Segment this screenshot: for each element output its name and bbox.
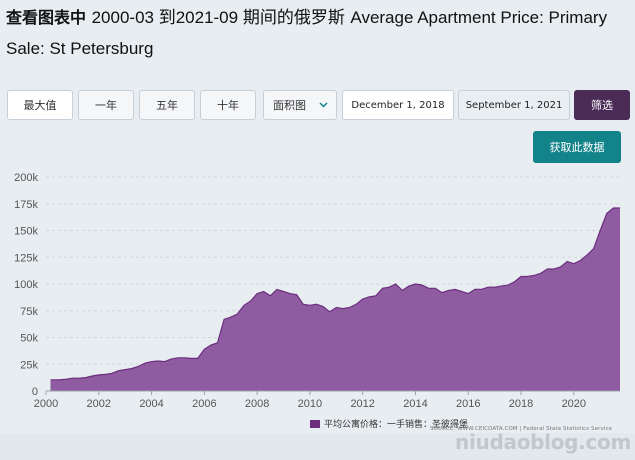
area-fill (50, 208, 620, 391)
x-tick-label: 2006 (192, 398, 216, 410)
series-line (50, 207, 620, 381)
y-tick-label: 25k (20, 359, 38, 371)
x-tick-label: 2012 (350, 398, 374, 410)
x-tick-label: 2008 (245, 398, 269, 410)
x-tick-label: 2010 (298, 398, 322, 410)
chart-type-select[interactable]: 面积图 (263, 90, 337, 120)
range-1y-button[interactable]: 一年 (78, 90, 134, 120)
range-max-button[interactable]: 最大值 (7, 90, 73, 120)
y-tick-label: 150k (14, 226, 38, 238)
get-data-button[interactable]: 获取此数据 (533, 131, 621, 163)
area-chart: 0 25k 50k 75k 100k 125k 150k 175k 200k 2000 2002 20… (14, 172, 620, 410)
y-tick-label: 175k (14, 199, 38, 211)
range-10y-button[interactable]: 十年 (200, 90, 256, 120)
range-5y-button[interactable]: 五年 (139, 90, 195, 120)
watermark: niudaoblog.com (455, 430, 631, 454)
legend-label: 平均公寓价格：一手销售：圣彼得堡 (324, 420, 469, 430)
x-tick-label: 2000 (34, 398, 58, 410)
y-tick-label: 50k (20, 333, 38, 345)
end-date-input[interactable]: September 1, 2021 (458, 90, 570, 120)
filter-button[interactable]: 筛选 (574, 90, 630, 120)
y-tick-label: 75k (20, 306, 38, 318)
chart-area: 0 25k 50k 75k 100k 125k 150k 175k 200k 2000 2002 20… (0, 165, 635, 460)
y-tick-label: 200k (14, 172, 38, 184)
x-tick-label: 2020 (562, 398, 586, 410)
chart-type-value: 面积图 (273, 99, 306, 112)
x-tick-label: 2014 (403, 398, 427, 410)
footer-strip (0, 433, 635, 460)
x-tick-label: 2016 (456, 398, 480, 410)
title-range: 2000-03 到2021-09 期间的俄罗斯 (91, 8, 345, 27)
x-tick-label: 2004 (139, 398, 163, 410)
title-en: Average Apartment Price: Primary Sale: S… (6, 8, 608, 58)
page-title: 查看图表中 2000-03 到2021-09 期间的俄罗斯 Average Ap… (6, 2, 628, 64)
source-note: SOURCE: WWW.CEICDATA.COM | Federal State… (430, 426, 613, 432)
chevron-down-icon (319, 102, 328, 108)
chart-legend[interactable]: 平均公寓价格：一手销售：圣彼得堡 (310, 417, 468, 430)
title-cn: 查看图表中 (6, 8, 87, 27)
legend-swatch (310, 419, 320, 428)
y-tick-label: 100k (14, 279, 38, 291)
start-date-input[interactable]: December 1, 2018 (342, 90, 454, 120)
y-tick-label: 125k (14, 252, 38, 264)
x-tick-label: 2018 (509, 398, 533, 410)
x-tick-label: 2002 (87, 398, 111, 410)
y-tick-label: 0 (32, 386, 38, 398)
